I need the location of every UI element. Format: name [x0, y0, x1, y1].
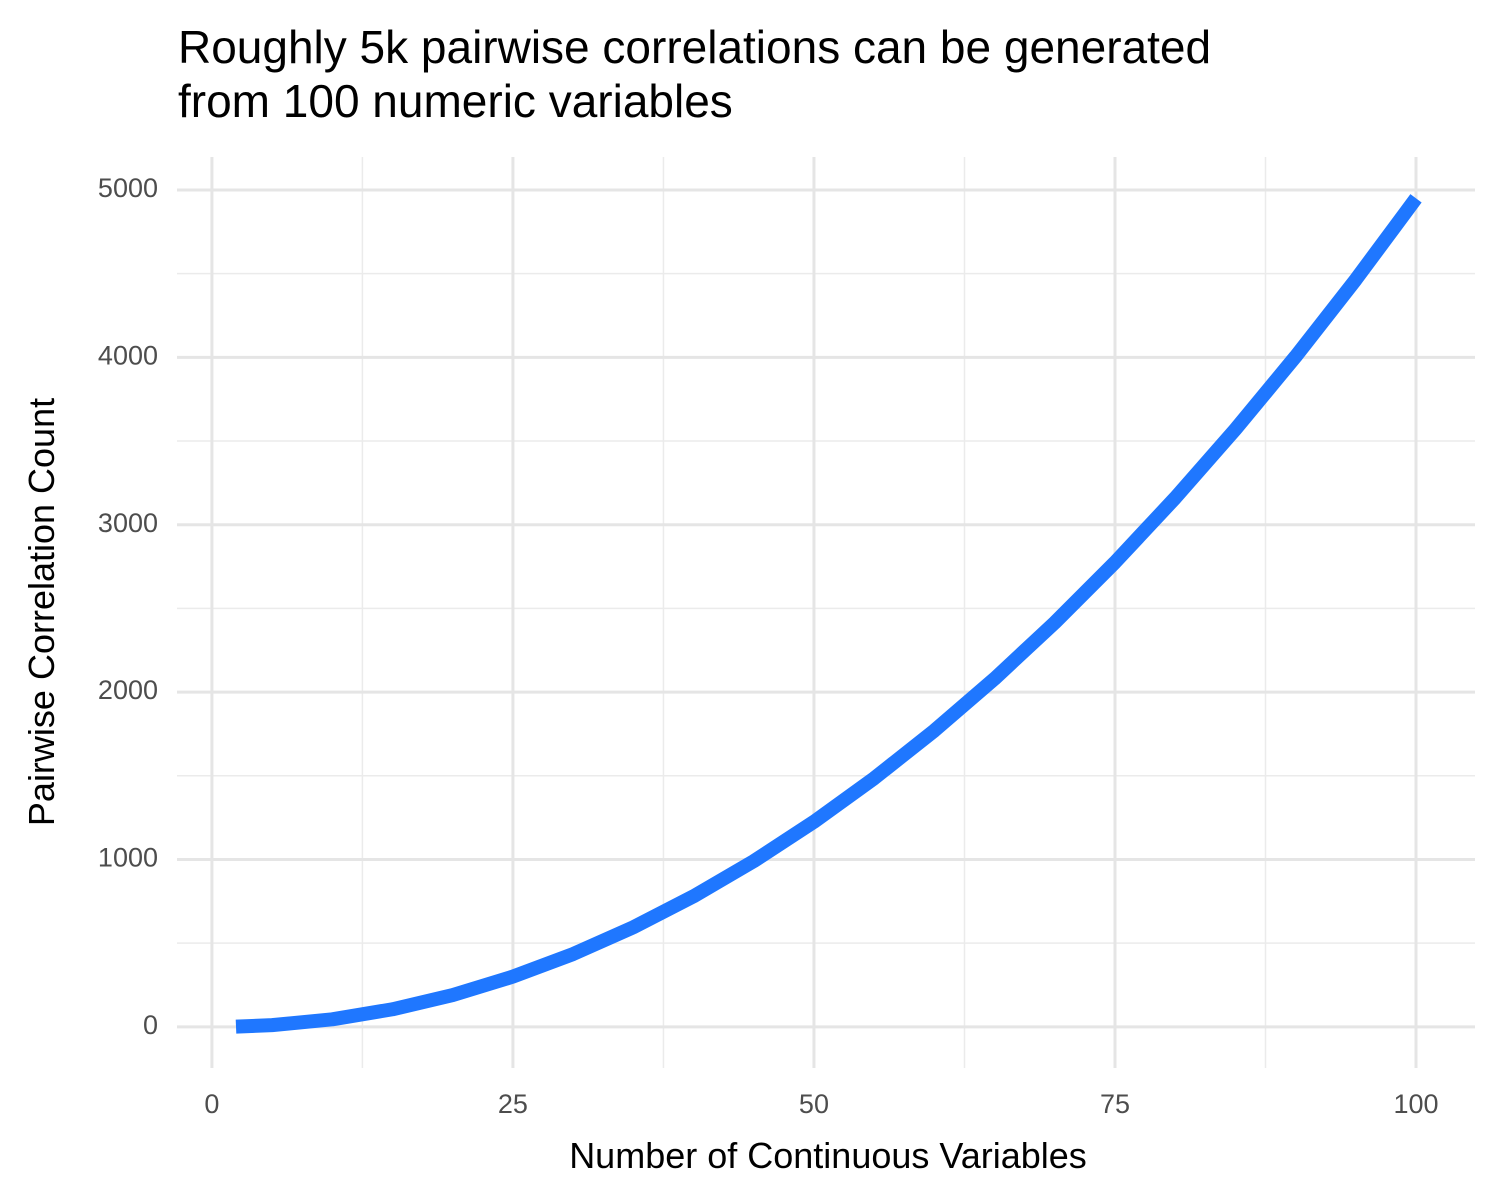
x-tick-label: 25 [498, 1089, 528, 1119]
marks [235, 194, 1422, 1034]
chart-title: Roughly 5k pairwise correlations can be … [178, 21, 1212, 127]
y-tick-label: 3000 [98, 508, 158, 538]
data-line [235, 194, 1422, 1034]
y-tick-label: 4000 [98, 340, 158, 370]
y-tick-label: 1000 [98, 843, 158, 873]
y-tick-label: 2000 [98, 675, 158, 705]
y-tick-label: 5000 [98, 173, 158, 203]
x-tick-label: 100 [1393, 1089, 1438, 1119]
y-tick-label: 0 [143, 1010, 158, 1040]
x-tick-label: 0 [204, 1089, 219, 1119]
x-tick-label: 75 [1100, 1089, 1130, 1119]
x-tick-label: 50 [799, 1089, 829, 1119]
y-axis-title: Pairwise Correlation Count [21, 398, 62, 826]
x-axis-title: Number of Continuous Variables [569, 1135, 1087, 1176]
grid [177, 157, 1475, 1068]
